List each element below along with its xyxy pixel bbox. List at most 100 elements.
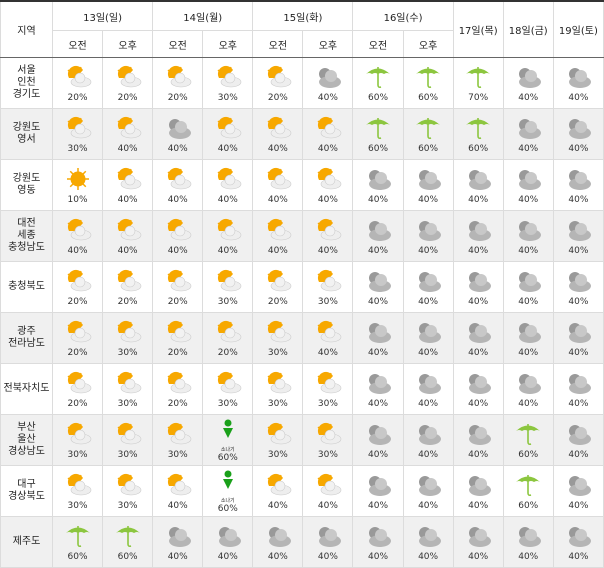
precipitation-probability: 40% (368, 449, 389, 460)
partly-cloudy-icon (263, 421, 293, 450)
region-line: 경상남도 (8, 446, 45, 457)
precipitation-probability: 40% (317, 551, 338, 562)
precipitation-probability: 20% (67, 92, 88, 103)
cloudy-icon (563, 268, 593, 297)
pm-header: 오후 (302, 30, 354, 58)
precipitation-probability: 30% (317, 449, 338, 460)
precipitation-probability: 60% (67, 551, 88, 562)
forecast-cell: 30% (152, 414, 204, 466)
forecast-cell: 40% (452, 465, 504, 517)
partly-cloudy-icon (113, 115, 143, 144)
cloudy-icon (163, 523, 193, 552)
precipitation-probability: 40% (568, 92, 589, 103)
forecast-cell: 40% (102, 159, 154, 211)
cloudy-icon (413, 370, 443, 399)
forecast-cell: 40% (252, 108, 304, 160)
precipitation-probability: 40% (117, 245, 138, 256)
precipitation-probability: 20% (167, 296, 188, 307)
forecast-cell: 40% (202, 108, 254, 160)
precipitation-probability: 60% (518, 500, 539, 511)
rain-icon (363, 64, 393, 93)
precipitation-probability: 40% (468, 449, 489, 460)
cloudy-icon (513, 64, 543, 93)
region-line: 광주 (17, 326, 36, 337)
partly-cloudy-icon (263, 217, 293, 246)
precipitation-probability: 40% (267, 500, 288, 511)
forecast-cell: 10% (51, 159, 104, 211)
cloudy-icon (163, 115, 193, 144)
region-line: 제주도 (12, 536, 41, 547)
forecast-cell: 소나기 60% (202, 414, 254, 466)
forecast-cell: 40% (402, 363, 454, 415)
forecast-cell: 40% (552, 465, 604, 517)
partly-cloudy-icon (313, 370, 343, 399)
forecast-cell: 40% (552, 414, 604, 466)
am-header: 오전 (352, 30, 404, 58)
precipitation-probability: 40% (518, 398, 539, 409)
precipitation-probability: 30% (67, 500, 88, 511)
precipitation-probability: 20% (117, 296, 138, 307)
forecast-cell: 소나기 60% (202, 465, 254, 517)
precipitation-probability: 40% (468, 245, 489, 256)
sunny-icon (63, 166, 93, 195)
forecast-cell: 40% (302, 312, 354, 364)
cloudy-icon (413, 268, 443, 297)
partly-cloudy-icon (113, 472, 143, 501)
forecast-cell: 20% (102, 57, 154, 109)
forecast-row: 강원도 영서 30% 40% 40% 40% 40% 40% 60% 60% 60% 40% 40% (0, 108, 604, 160)
region-line: 충청남도 (8, 242, 45, 253)
precipitation-probability: 20% (267, 92, 288, 103)
precipitation-probability: 10% (67, 194, 88, 205)
precipitation-probability: 20% (67, 296, 88, 307)
cloudy-icon (363, 523, 393, 552)
day-header: 15일(화) (252, 0, 354, 31)
region-line: 대전 (17, 218, 36, 229)
forecast-cell: 30% (252, 363, 304, 415)
cloudy-icon (513, 217, 543, 246)
precipitation-probability: 40% (518, 347, 539, 358)
precipitation-probability: 40% (167, 551, 188, 562)
precipitation-probability: 40% (167, 194, 188, 205)
forecast-cell: 30% (102, 414, 154, 466)
precipitation-probability: 20% (267, 296, 288, 307)
cloudy-icon (513, 115, 543, 144)
precipitation-probability: 60% (518, 449, 539, 460)
cloudy-icon (363, 370, 393, 399)
precipitation-probability: 30% (267, 347, 288, 358)
forecast-cell: 40% (452, 414, 504, 466)
precipitation-probability: 40% (518, 143, 539, 154)
forecast-cell: 60% (502, 414, 554, 466)
forecast-cell: 20% (102, 261, 154, 313)
forecast-cell: 40% (452, 261, 504, 313)
forecast-cell: 40% (352, 363, 404, 415)
precipitation-probability: 30% (217, 92, 238, 103)
precipitation-probability: 40% (468, 194, 489, 205)
forecast-cell: 40% (402, 210, 454, 262)
partly-cloudy-icon (163, 319, 193, 348)
precipitation-probability: 40% (418, 551, 439, 562)
forecast-cell: 40% (302, 516, 354, 568)
precipitation-probability: 40% (117, 194, 138, 205)
precipitation-probability: 40% (468, 347, 489, 358)
forecast-cell: 30% (252, 414, 304, 466)
precipitation-probability: 40% (568, 398, 589, 409)
precipitation-probability: 30% (317, 296, 338, 307)
partly-cloudy-icon (213, 166, 243, 195)
partly-cloudy-icon (313, 472, 343, 501)
forecast-cell: 60% (352, 108, 404, 160)
precipitation-probability: 40% (117, 143, 138, 154)
forecast-cell: 40% (302, 210, 354, 262)
cloudy-icon (413, 217, 443, 246)
forecast-cell: 40% (152, 108, 204, 160)
partly-cloudy-icon (213, 370, 243, 399)
forecast-cell: 30% (252, 312, 304, 364)
day-header: 14일(월) (152, 0, 254, 31)
precipitation-probability: 30% (67, 143, 88, 154)
region-line: 경상북도 (8, 491, 45, 502)
day-header: 18일(금) (502, 0, 554, 58)
forecast-cell: 40% (502, 210, 554, 262)
partly-cloudy-icon (63, 421, 93, 450)
region-line: 경기도 (12, 89, 41, 100)
cloudy-icon (563, 421, 593, 450)
